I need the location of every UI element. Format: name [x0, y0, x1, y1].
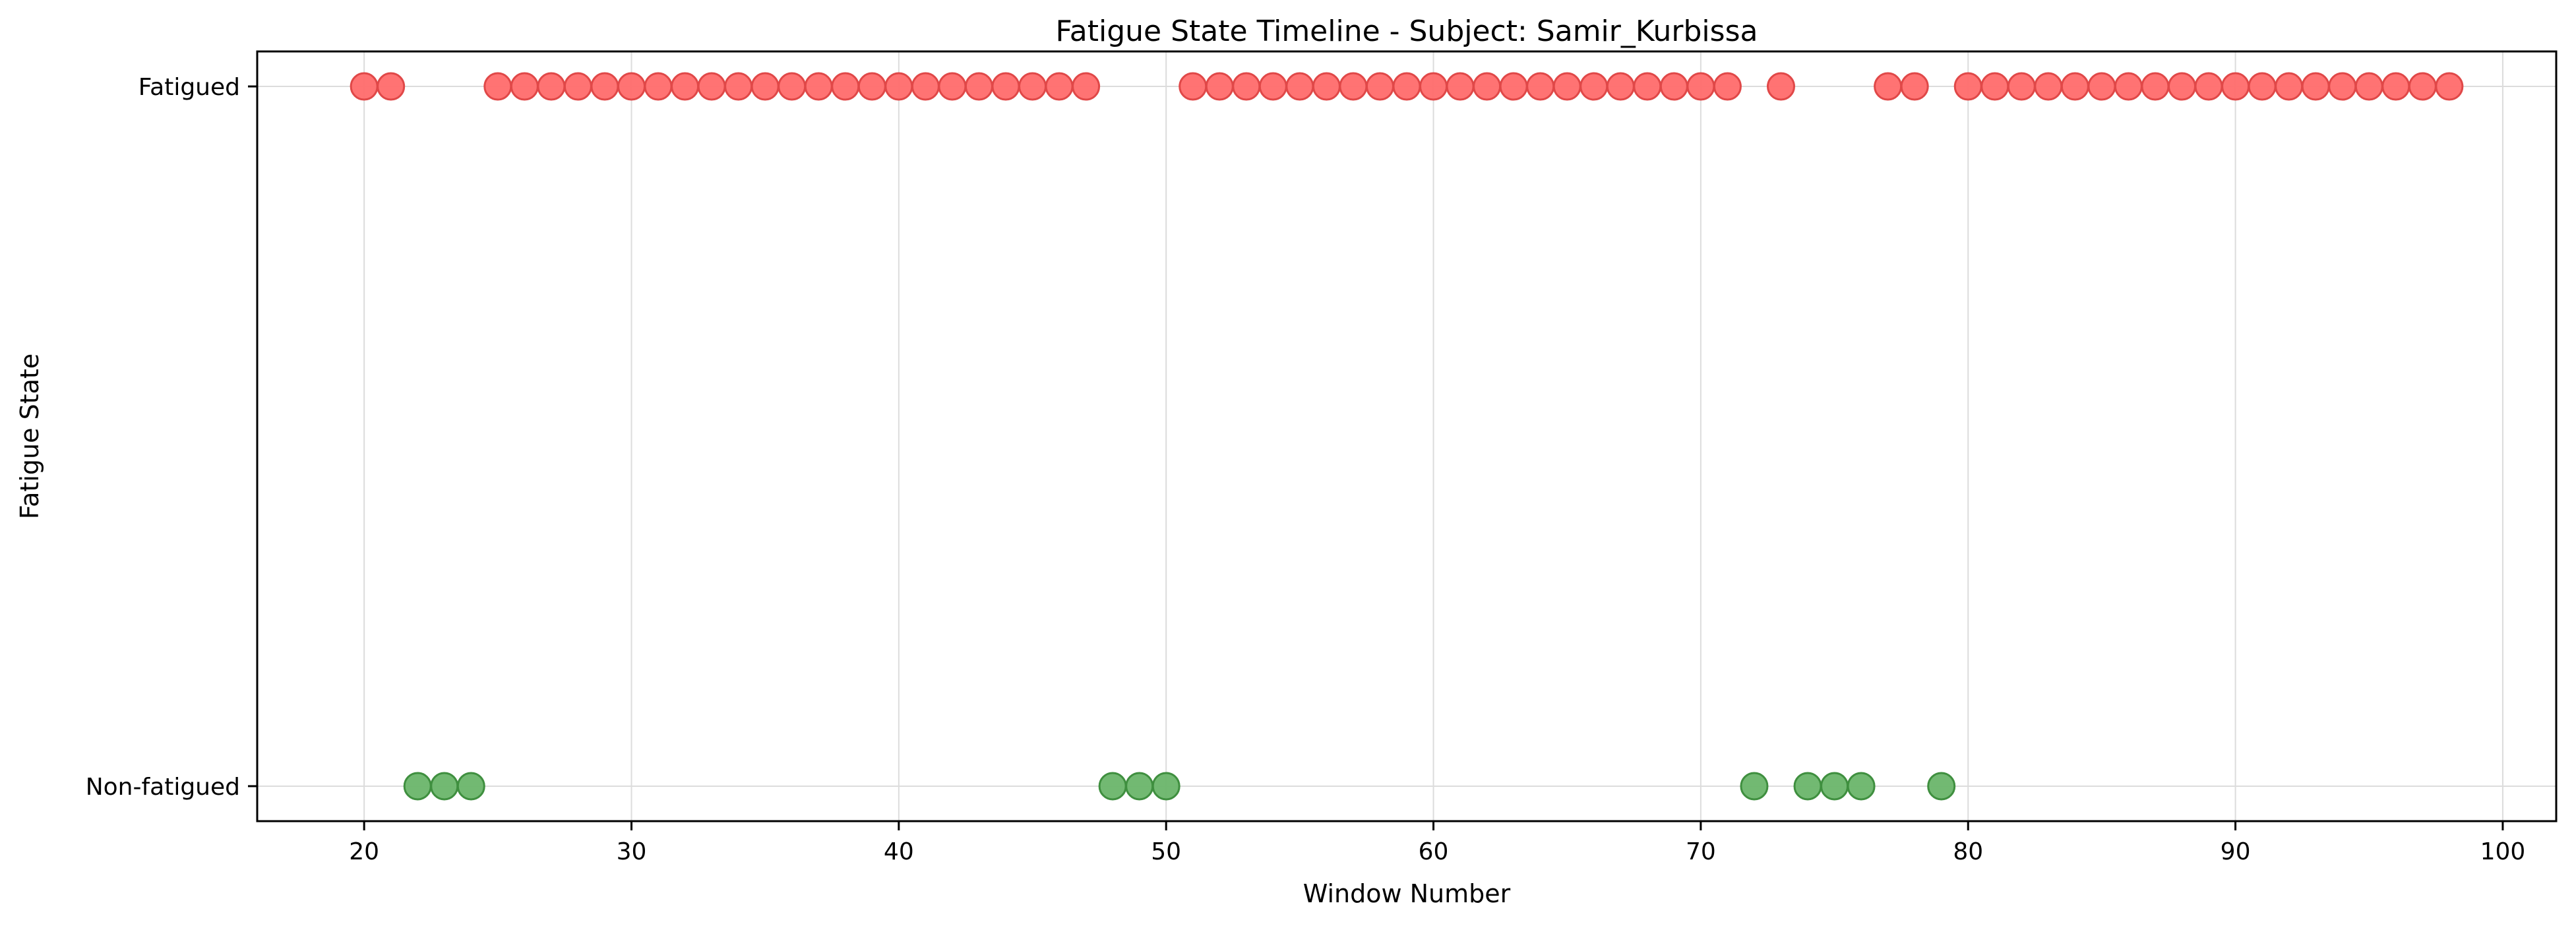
fatigued-point [1205, 72, 1234, 101]
fatigued-point [831, 72, 860, 101]
x-tick-label: 30 [617, 838, 647, 865]
x-tick-label: 60 [1419, 838, 1449, 865]
fatigued-point [857, 72, 886, 101]
fatigued-point [377, 72, 406, 101]
fatigued-point [884, 72, 913, 101]
fatigued-point [1018, 72, 1047, 101]
fatigued-point [617, 72, 646, 101]
fatigued-point [1339, 72, 1368, 101]
fatigued-point [2168, 72, 2197, 101]
fatigued-point [1179, 72, 1208, 101]
fatigued-point [510, 72, 539, 101]
fatigued-point [2114, 72, 2143, 101]
fatigued-point [2141, 72, 2170, 101]
fatigued-point [1953, 72, 1982, 101]
non-fatigued-point [1151, 772, 1181, 801]
fatigued-point [2194, 72, 2223, 101]
fatigued-point [1579, 72, 1609, 101]
fatigued-point [964, 72, 993, 101]
fatigued-point [1713, 72, 1742, 101]
fatigued-point [2060, 72, 2089, 101]
fatigued-point [1258, 72, 1287, 101]
fatigued-point [2354, 72, 2383, 101]
non-fatigued-point [1820, 772, 1849, 801]
fatigued-point [751, 72, 780, 101]
fatigued-point [1900, 72, 1929, 101]
fatigued-point [991, 72, 1020, 101]
non-fatigued-point [430, 772, 459, 801]
x-tick-label: 20 [349, 838, 379, 865]
fatigued-point [2328, 72, 2357, 101]
x-tick-label: 50 [1151, 838, 1181, 865]
fatigued-point [2275, 72, 2304, 101]
non-fatigued-point [456, 772, 485, 801]
non-fatigued-point [1793, 772, 1822, 801]
fatigued-point [697, 72, 726, 101]
x-tick-label: 40 [884, 838, 914, 865]
fatigued-point [804, 72, 833, 101]
fatigued-point [483, 72, 512, 101]
fatigued-point [2034, 72, 2063, 101]
fatigued-point [1419, 72, 1448, 101]
fatigued-point [1392, 72, 1421, 101]
fatigued-point [1874, 72, 1903, 101]
x-tick-label: 90 [2221, 838, 2251, 865]
fatigued-point [938, 72, 967, 101]
fatigued-point [590, 72, 619, 101]
fatigued-point [350, 72, 379, 101]
non-fatigued-point [403, 772, 432, 801]
non-fatigued-point [1927, 772, 1956, 801]
fatigued-point [644, 72, 673, 101]
fatigued-point [1045, 72, 1074, 101]
fatigued-point [1072, 72, 1101, 101]
fatigued-point [1232, 72, 1261, 101]
non-fatigued-point [1125, 772, 1154, 801]
fatigued-point [563, 72, 592, 101]
fatigued-point [1473, 72, 1502, 101]
fatigued-point [1499, 72, 1528, 101]
fatigued-point [911, 72, 940, 101]
non-fatigued-point [1847, 772, 1876, 801]
fatigued-point [778, 72, 807, 101]
plot-frame [256, 50, 2558, 822]
fatigued-point [1686, 72, 1715, 101]
y-tick-label: Non-fatigued [86, 774, 240, 801]
non-fatigued-point [1740, 772, 1769, 801]
x-tick-label: 80 [1953, 838, 1983, 865]
fatigued-point [1526, 72, 1555, 101]
fatigued-point [2408, 72, 2437, 101]
chart-title: Fatigue State Timeline - Subject: Samir_… [1056, 15, 1758, 48]
fatigued-point [2435, 72, 2464, 101]
fatigued-point [1365, 72, 1394, 101]
y-tick-label: Fatigued [138, 74, 240, 101]
fatigued-point [2087, 72, 2116, 101]
y-axis-label: Fatigue State [15, 354, 44, 519]
fatigued-point [1312, 72, 1341, 101]
non-fatigued-point [1098, 772, 1127, 801]
x-tick-label: 100 [2480, 838, 2526, 865]
fatigued-point [1766, 72, 1795, 101]
x-axis-label: Window Number [1303, 879, 1511, 908]
fatigued-point [1446, 72, 1475, 101]
fatigued-point [1659, 72, 1688, 101]
fatigued-point [1285, 72, 1314, 101]
fatigued-point [1633, 72, 1662, 101]
fatigued-point [2248, 72, 2277, 101]
data-points [350, 72, 2464, 801]
fatigued-point [1980, 72, 2009, 101]
fatigued-point [537, 72, 566, 101]
fatigued-point [1606, 72, 1635, 101]
fatigued-point [671, 72, 700, 101]
axis-ticks: 20 30 40 50 60 70 80 90 100 Non-fatigued Fatigued [86, 74, 2526, 865]
fatigued-point [724, 72, 753, 101]
fatigued-point [2007, 72, 2036, 101]
fatigued-point [2381, 72, 2410, 101]
fatigued-point [1552, 72, 1581, 101]
fatigued-point [2221, 72, 2250, 101]
x-tick-label: 70 [1686, 838, 1716, 865]
fatigued-point [2301, 72, 2330, 101]
